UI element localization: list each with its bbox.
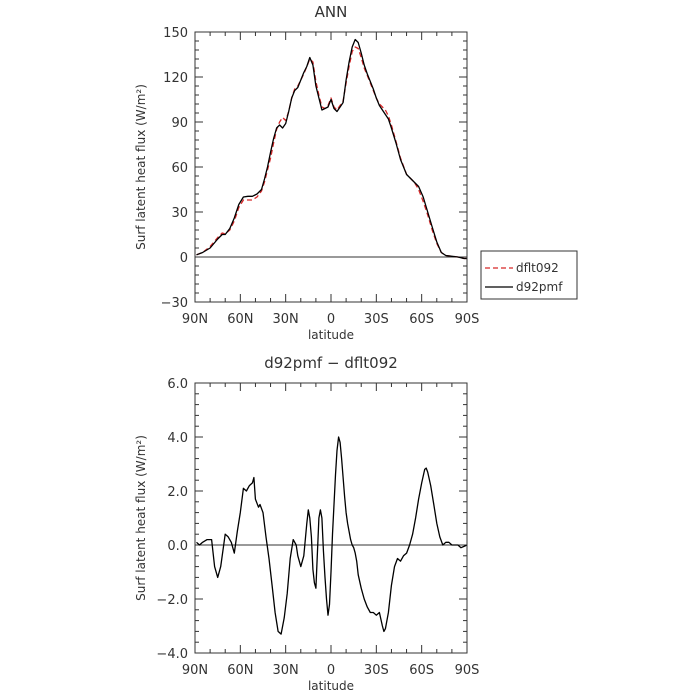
legend-entry: dflt092 — [516, 261, 559, 275]
legend-entry: d92pmf — [516, 280, 563, 294]
top-line-chart: ANN −30 0 30 60 90 120 150 90N 60N 30N 0 30S 60S 90S la… — [134, 3, 479, 342]
y-tick-label: 4.0 — [167, 431, 188, 446]
series-line-dflt092 — [196, 46, 467, 260]
x-tick-label: 30S — [364, 663, 389, 678]
x-tick-label: 60S — [409, 663, 434, 678]
x-axis-label: latitude — [308, 328, 354, 342]
plot-frame — [194, 382, 468, 654]
x-tick-label: 60N — [227, 663, 253, 678]
legend: dflt092 d92pmf — [480, 250, 578, 300]
y-tick-label: 6.0 — [167, 377, 188, 392]
x-tick-label: 90S — [455, 312, 480, 327]
x-tick-label: 0 — [327, 663, 335, 678]
y-tick-label: 30 — [171, 206, 188, 221]
bottom-difference-chart: d92pmf − dflt092 −4.0 −2.0 0.0 2.0 4.0 6.0 90N 6… — [134, 354, 479, 693]
y-tick-label: 120 — [163, 71, 188, 86]
x-tick-label: 90N — [182, 663, 208, 678]
y-tick-label: 90 — [171, 116, 188, 131]
y-tick-label: −30 — [161, 296, 188, 311]
chart-title: d92pmf − dflt092 — [264, 354, 398, 372]
x-tick-label: 60S — [409, 312, 434, 327]
chart-title: ANN — [315, 3, 348, 21]
x-axis-label: latitude — [308, 679, 354, 693]
y-tick-label: −4.0 — [156, 647, 188, 662]
y-tick-label: 60 — [171, 161, 188, 176]
plot-frame — [194, 31, 468, 303]
x-tick-label: 0 — [327, 312, 335, 327]
x-tick-label: 30S — [364, 312, 389, 327]
y-tick-label: 0 — [180, 251, 188, 266]
legend-box — [480, 250, 578, 300]
x-tick-label: 90N — [182, 312, 208, 327]
x-tick-label: 90S — [455, 663, 480, 678]
x-tick-label: 60N — [227, 312, 253, 327]
series-line-diff-0 — [196, 436, 468, 635]
x-tick-label: 30N — [273, 312, 299, 327]
y-tick-label: 0.0 — [167, 539, 188, 554]
y-axis-label: Surf latent heat flux (W/m²) — [134, 84, 148, 250]
x-tick-label: 30N — [273, 663, 299, 678]
y-tick-label: 150 — [163, 26, 188, 41]
y-tick-label: 2.0 — [167, 485, 188, 500]
series-line-d92pmf — [196, 38, 467, 260]
y-tick-label: −2.0 — [156, 593, 188, 608]
y-axis-label: Surf latent heat flux (W/m²) — [134, 435, 148, 601]
